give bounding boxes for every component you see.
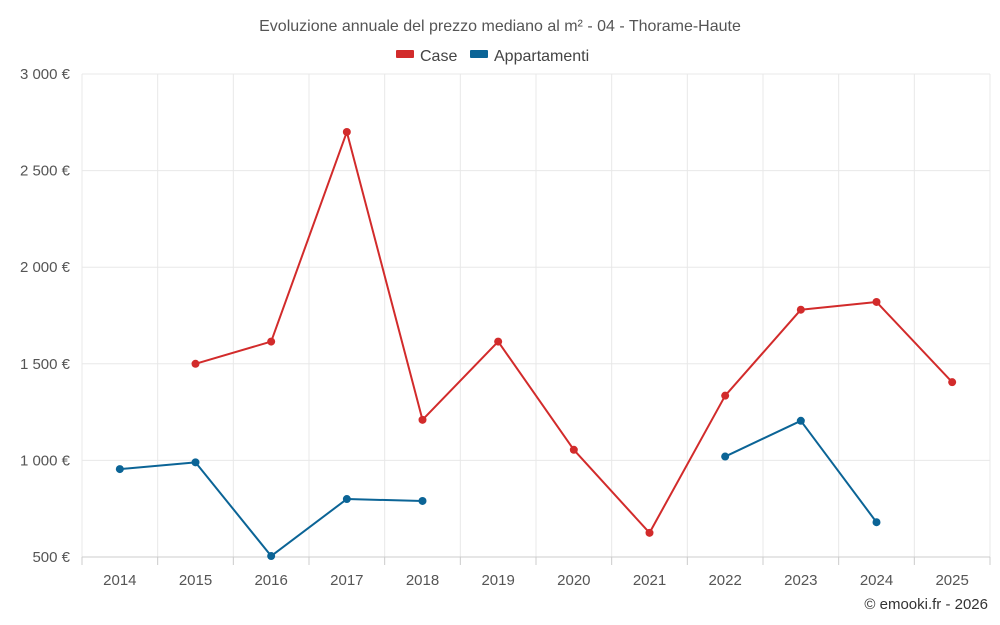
x-tick-label: 2018 <box>406 572 439 589</box>
data-point-case[interactable] <box>191 359 200 368</box>
data-point-case[interactable] <box>645 528 654 537</box>
data-point-case[interactable] <box>342 127 351 136</box>
series-case <box>191 127 957 537</box>
data-point-appartamenti[interactable] <box>418 496 427 505</box>
x-tick-label: 2016 <box>254 572 287 589</box>
x-tick-label: 2015 <box>179 572 212 589</box>
data-point-appartamenti[interactable] <box>796 416 805 425</box>
data-point-case[interactable] <box>569 445 578 454</box>
data-point-appartamenti[interactable] <box>191 458 200 467</box>
legend-item-case[interactable]: Case <box>396 48 457 65</box>
data-point-case[interactable] <box>948 378 957 387</box>
data-point-case[interactable] <box>872 297 881 306</box>
series-lines <box>115 127 957 561</box>
data-point-case[interactable] <box>721 391 730 400</box>
series-line-appartamenti <box>724 419 878 523</box>
data-point-case[interactable] <box>267 337 276 346</box>
y-tick-label: 2 500 € <box>20 163 71 180</box>
x-tick-label: 2024 <box>860 572 893 589</box>
grid-lines <box>81 73 991 558</box>
data-point-appartamenti[interactable] <box>267 552 276 561</box>
y-tick-label: 3 000 € <box>20 66 71 83</box>
x-tick-label: 2021 <box>633 572 666 589</box>
y-tick-label: 1 000 € <box>20 452 71 469</box>
legend-label-appartamenti: Appartamenti <box>494 48 589 65</box>
x-tick-label: 2020 <box>557 572 590 589</box>
legend: Case Appartamenti <box>396 48 589 65</box>
x-tick-label: 2014 <box>103 572 136 589</box>
x-axis-ticks: 2014 2015 2016 2017 2018 2019 2020 2021 2022 2023… <box>81 556 991 589</box>
y-tick-label: 500 € <box>32 549 70 566</box>
data-point-appartamenti[interactable] <box>115 465 124 474</box>
legend-swatch-appartamenti <box>470 50 488 58</box>
x-tick-label: 2023 <box>784 572 817 589</box>
y-tick-label: 1 500 € <box>20 356 71 373</box>
legend-label-case: Case <box>420 48 457 65</box>
data-point-case[interactable] <box>796 305 805 314</box>
x-tick-label: 2017 <box>330 572 363 589</box>
x-tick-label: 2019 <box>481 572 514 589</box>
y-axis-ticks: 500 € 1 000 € 1 500 € 2 000 € 2 500 € 3 000 € <box>20 66 71 566</box>
data-point-appartamenti[interactable] <box>872 518 881 527</box>
x-tick-label: 2022 <box>708 572 741 589</box>
y-tick-label: 2 000 € <box>20 259 71 276</box>
chart-title: Evoluzione annuale del prezzo mediano al… <box>259 18 741 35</box>
data-point-case[interactable] <box>418 415 427 424</box>
legend-swatch-case <box>396 50 414 58</box>
x-tick-label: 2025 <box>935 572 968 589</box>
data-point-appartamenti[interactable] <box>721 452 730 461</box>
series-line-appartamenti <box>119 461 423 558</box>
data-point-appartamenti[interactable] <box>342 495 351 504</box>
data-point-case[interactable] <box>494 337 503 346</box>
credit-text: © emooki.fr - 2026 <box>864 596 988 613</box>
series-appartamenti <box>115 416 881 561</box>
legend-item-appartamenti[interactable]: Appartamenti <box>470 48 589 65</box>
